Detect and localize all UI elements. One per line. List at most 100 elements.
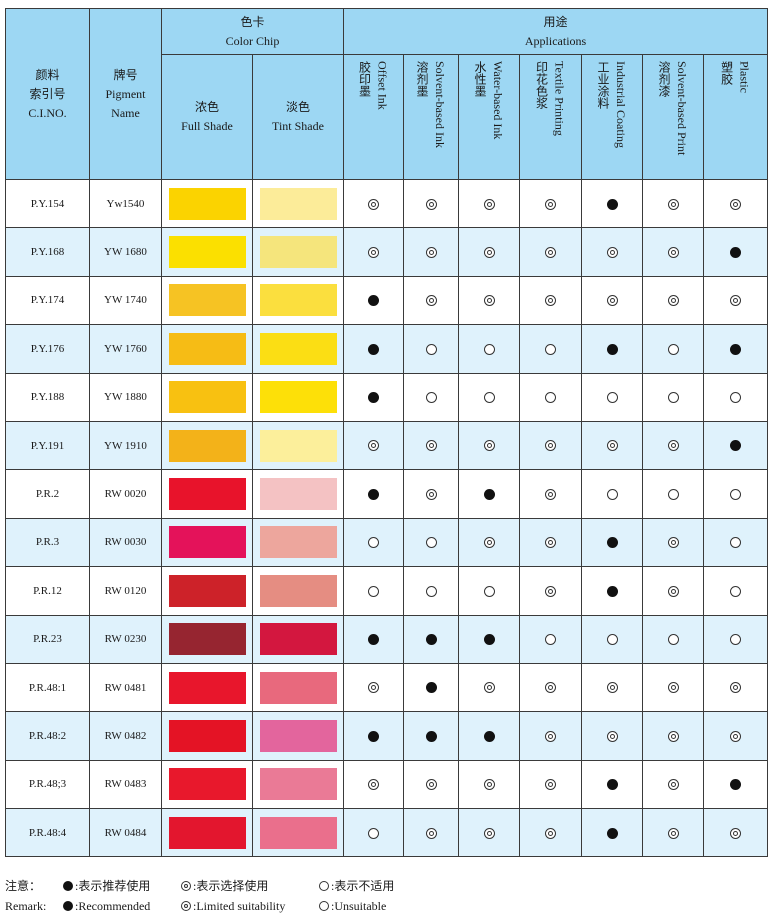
limited-dot-icon bbox=[667, 537, 679, 549]
limited-dot-icon bbox=[606, 440, 618, 452]
full-shade-cell bbox=[161, 808, 253, 858]
name-header: 牌号 Pigment Name bbox=[89, 8, 162, 180]
application-cell bbox=[703, 324, 769, 374]
limited-dot-icon bbox=[425, 827, 437, 839]
recommended-dot-icon bbox=[730, 343, 742, 355]
unsuitable-dot-icon bbox=[319, 881, 329, 891]
limited-dot-icon bbox=[667, 295, 679, 307]
limited-dot-icon bbox=[545, 827, 557, 839]
ci-number-cell: P.Y.154 bbox=[5, 178, 90, 229]
full-shade-chip bbox=[168, 381, 246, 414]
application-cell bbox=[343, 662, 405, 713]
application-cell bbox=[458, 711, 521, 761]
ci-header-zh: 颜料 索引号 bbox=[29, 67, 66, 101]
pigment-name-cell: RW 0230 bbox=[89, 614, 162, 664]
table-row: P.R.12 RW 0120 bbox=[5, 566, 769, 616]
tint-shade-cell bbox=[251, 566, 345, 616]
application-cell bbox=[703, 178, 769, 229]
application-cell bbox=[642, 662, 705, 713]
full-shade-cell bbox=[161, 517, 253, 568]
unsuitable-dot-icon bbox=[667, 343, 679, 355]
pigment-name-cell: YW 1680 bbox=[89, 227, 162, 277]
pigment-sheet: 颜料 索引号 C.I.NO. 牌号 Pigment Name 色卡 Color … bbox=[5, 8, 769, 858]
recommended-dot-icon bbox=[606, 198, 618, 210]
application-cell bbox=[703, 469, 769, 519]
table-row: P.R.48:2 RW 0482 bbox=[5, 711, 769, 761]
application-cell bbox=[642, 469, 705, 519]
application-cell bbox=[343, 759, 405, 810]
full-shade-cell bbox=[161, 227, 253, 277]
app-header-en: Offset Ink bbox=[375, 61, 390, 110]
application-cell bbox=[403, 324, 460, 374]
application-cell bbox=[581, 372, 644, 422]
tint-shade-cell bbox=[251, 759, 345, 810]
full-shade-cell bbox=[161, 324, 253, 374]
full-shade-cell bbox=[161, 614, 253, 664]
full-shade-chip bbox=[168, 623, 246, 656]
application-cell bbox=[519, 662, 583, 713]
app-header-6: 塑胶 Plastic bbox=[703, 54, 769, 180]
tint-shade-chip bbox=[259, 623, 337, 656]
table-row: P.Y.188 YW 1880 bbox=[5, 372, 769, 422]
pigment-name-cell: YW 1740 bbox=[89, 275, 162, 326]
full-shade-chip bbox=[168, 236, 246, 269]
pigment-name-cell: RW 0481 bbox=[89, 662, 162, 713]
tint-shade-cell bbox=[251, 517, 345, 568]
chip-group-header: 色卡 Color Chip bbox=[160, 8, 345, 55]
unsuitable-dot-icon bbox=[368, 537, 380, 549]
unsuitable-dot-icon bbox=[483, 585, 495, 597]
limited-dot-icon bbox=[667, 246, 679, 258]
ci-number-cell: P.R.48:4 bbox=[5, 808, 90, 858]
application-cell bbox=[343, 324, 405, 374]
pigment-name-cell: RW 0030 bbox=[89, 517, 162, 568]
app-header-1: 溶剂墨 Solvent-based Ink bbox=[403, 54, 460, 180]
recommended-dot-icon bbox=[425, 682, 437, 694]
application-cell bbox=[703, 759, 769, 810]
pigment-name-cell: YW 1880 bbox=[89, 372, 162, 422]
limited-dot-icon bbox=[545, 295, 557, 307]
application-cell bbox=[458, 517, 521, 568]
tint-shade-chip bbox=[259, 332, 337, 365]
limited-dot-icon bbox=[730, 827, 742, 839]
application-cell bbox=[703, 372, 769, 422]
limited-dot-icon bbox=[545, 537, 557, 549]
unsuitable-dot-icon bbox=[667, 392, 679, 404]
application-cell bbox=[403, 178, 460, 229]
remark-zh-row: 注意： :表示推荐使用 :表示选择使用 :表示不适用 bbox=[5, 876, 765, 896]
limited-dot-icon bbox=[730, 295, 742, 307]
recommended-dot-icon bbox=[483, 634, 495, 646]
limited-dot-icon bbox=[425, 488, 437, 500]
application-cell bbox=[403, 517, 460, 568]
application-cell bbox=[642, 372, 705, 422]
ci-number-cell: P.Y.188 bbox=[5, 372, 90, 422]
unsuitable-dot-icon bbox=[319, 901, 329, 911]
limited-dot-icon bbox=[545, 779, 557, 791]
tint-shade-chip bbox=[259, 768, 337, 801]
ci-number-cell: P.Y.168 bbox=[5, 227, 90, 277]
tint-shade-chip bbox=[259, 671, 337, 704]
unsuitable-dot-icon bbox=[545, 392, 557, 404]
application-cell bbox=[519, 275, 583, 326]
application-cell bbox=[581, 178, 644, 229]
recommended-dot-icon bbox=[368, 730, 380, 742]
full-shade-cell bbox=[161, 711, 253, 761]
application-cell bbox=[703, 517, 769, 568]
app-header-zh: 溶剂漆 bbox=[657, 61, 672, 97]
app-header-4: 工业涂料 Industrial Coating bbox=[581, 54, 644, 180]
unsuitable-dot-icon bbox=[425, 392, 437, 404]
application-cell bbox=[519, 420, 583, 471]
ci-header: 颜料 索引号 C.I.NO. bbox=[5, 8, 90, 180]
legend-en-unsuitable: :Unsuitable bbox=[331, 899, 387, 913]
limited-dot-icon bbox=[545, 440, 557, 452]
full-shade-zh: 浓色 bbox=[194, 100, 219, 114]
limited-dot-icon bbox=[425, 440, 437, 452]
unsuitable-dot-icon bbox=[606, 488, 618, 500]
table-row: P.R.2 RW 0020 bbox=[5, 469, 769, 519]
recommended-dot-icon bbox=[368, 295, 380, 307]
recommended-dot-icon bbox=[368, 392, 380, 404]
full-shade-cell bbox=[161, 662, 253, 713]
application-cell bbox=[458, 662, 521, 713]
tint-shade-chip bbox=[259, 381, 337, 414]
limited-dot-icon bbox=[667, 779, 679, 791]
unsuitable-dot-icon bbox=[483, 343, 495, 355]
